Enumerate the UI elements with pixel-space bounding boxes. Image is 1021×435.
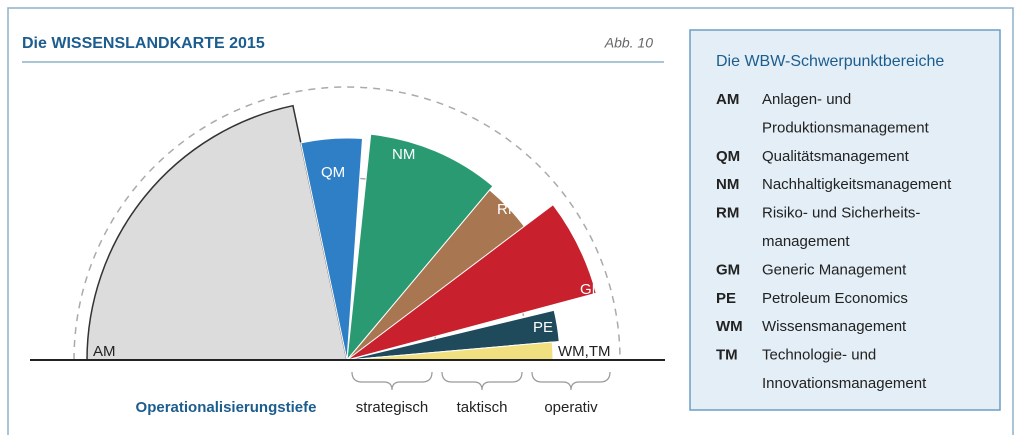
legend-text: management: [762, 233, 850, 250]
legend-code: WM: [716, 318, 743, 335]
segment: [86, 104, 348, 361]
legend-title: Die WBW-Schwerpunktbereiche: [716, 53, 944, 70]
legend-text: Produktionsmanagement: [762, 119, 930, 136]
legend-text: Wissensmanagement: [762, 318, 907, 335]
legend-code: TM: [716, 347, 738, 364]
segment: [346, 309, 560, 361]
title: Die WISSENSLANDKARTE 2015: [22, 35, 265, 52]
segment: [346, 133, 494, 362]
knowledge-map: AM QM NM RM GM PE WM,TM Operationalisierungstie…: [30, 86, 665, 416]
legend-code: NM: [716, 176, 739, 193]
depth-level: operativ: [544, 399, 598, 416]
brace: [441, 371, 523, 391]
frame: [7, 7, 1014, 435]
legend-text: Risiko- und Sicherheits-: [762, 205, 920, 222]
brace: [351, 371, 433, 391]
brace: [531, 371, 611, 391]
segment-label: QM: [321, 164, 345, 181]
legend-code: QM: [716, 148, 740, 165]
legend-box: [689, 29, 1001, 411]
legend-text: Nachhaltigkeitsmanagement: [762, 176, 952, 193]
segment-label: WM,TM: [558, 343, 610, 360]
legend-text: Petroleum Economics: [762, 290, 908, 307]
legend-code: PE: [716, 290, 736, 307]
segment-label: GM: [580, 281, 604, 298]
guide-arc: [73, 86, 621, 361]
legend-text: Generic Management: [762, 261, 907, 278]
axis-label: Operationalisierungstiefe: [136, 399, 317, 416]
segment-label: NM: [392, 146, 415, 163]
legend-text: Anlagen- und: [762, 91, 851, 108]
segment-label: AM: [93, 343, 116, 360]
segment: [346, 204, 597, 361]
legend-code: RM: [716, 205, 739, 222]
segment: [300, 137, 364, 361]
depth-level: taktisch: [457, 399, 508, 416]
legend-code: GM: [716, 261, 740, 278]
legend-text: Technologie- und: [762, 347, 876, 364]
depth-level: strategisch: [356, 399, 429, 416]
segment-label: PE: [533, 319, 553, 336]
legend-code: AM: [716, 91, 739, 108]
figure-label: Abb. 10: [604, 35, 653, 51]
legend-text: Innovationsmanagement: [762, 375, 927, 392]
legend-text: Qualitätsmanagement: [762, 148, 910, 165]
segment-label: RM: [497, 201, 520, 218]
